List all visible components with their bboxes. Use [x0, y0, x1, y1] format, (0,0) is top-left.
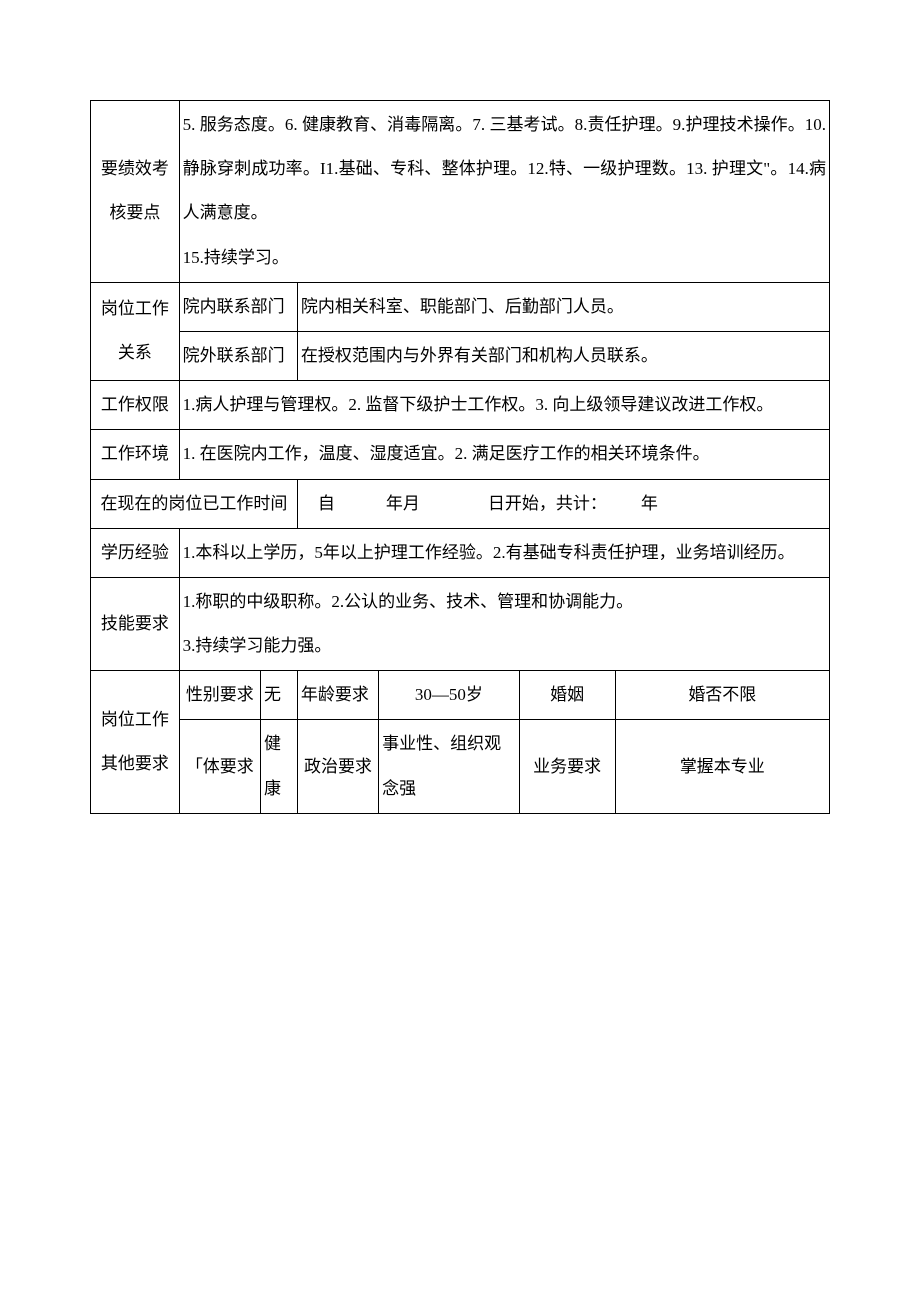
- content-internal-dept: 院内相关科室、职能部门、后勤部门人员。: [297, 282, 829, 331]
- label-skills: 技能要求: [91, 577, 180, 670]
- content-external-dept: 在授权范围内与外界有关部门和机构人员联系。: [297, 331, 829, 380]
- row-skills: 技能要求 1.称职的中级职称。2.公认的业务、技术、管理和协调能力。 3.持续学…: [91, 577, 830, 670]
- row-assessment-points: 要绩效考核要点 5. 服务态度。6. 健康教育、消毒隔离。7. 三基考试。8.责…: [91, 101, 830, 283]
- cell-politics-value: 事业性、组织观念强: [379, 720, 519, 813]
- cell-business-value: 掌握本专业: [615, 720, 829, 813]
- row-relations-external: 院外联系部门 在授权范围内与外界有关部门和机构人员联系。: [91, 331, 830, 380]
- cell-politics-label: 政治要求: [297, 720, 378, 813]
- content-environment: 1. 在医院内工作，温度、湿度适宜。2. 满足医疗工作的相关环境条件。: [179, 430, 829, 479]
- row-other-req-2: 「体要求 健康 政治要求 事业性、组织观念强 业务要求 掌握本专业: [91, 720, 830, 813]
- label-external-dept: 院外联系部门: [179, 331, 297, 380]
- content-tenure: 自 年月 日开始，共计： 年: [297, 479, 829, 528]
- cell-gender-value: 无: [260, 671, 297, 720]
- content-skills: 1.称职的中级职称。2.公认的业务、技术、管理和协调能力。 3.持续学习能力强。: [179, 577, 829, 670]
- label-relations: 岗位工作关系: [91, 282, 180, 380]
- label-tenure: 在现在的岗位已工作时间: [91, 479, 298, 528]
- row-education: 学历经验 1.本科以上学历，5年以上护理工作经验。2.有基础专科责任护理，业务培…: [91, 528, 830, 577]
- label-authority: 工作权限: [91, 381, 180, 430]
- label-education: 学历经验: [91, 528, 180, 577]
- cell-marriage-label: 婚姻: [519, 671, 615, 720]
- content-assessment: 5. 服务态度。6. 健康教育、消毒隔离。7. 三基考试。8.责任护理。9.护理…: [179, 101, 829, 283]
- cell-gender-label: 性别要求: [179, 671, 260, 720]
- cell-body-value: 健康: [260, 720, 297, 813]
- row-other-req-1: 岗位工作其他要求 性别要求 无 年龄要求 30—50岁 婚姻 婚否不限: [91, 671, 830, 720]
- cell-business-label: 业务要求: [519, 720, 615, 813]
- row-authority: 工作权限 1.病人护理与管理权。2. 监督下级护士工作权。3. 向上级领导建议改…: [91, 381, 830, 430]
- cell-age-label: 年龄要求: [297, 671, 378, 720]
- document-table: 要绩效考核要点 5. 服务态度。6. 健康教育、消毒隔离。7. 三基考试。8.责…: [90, 100, 830, 814]
- row-tenure: 在现在的岗位已工作时间 自 年月 日开始，共计： 年: [91, 479, 830, 528]
- content-education: 1.本科以上学历，5年以上护理工作经验。2.有基础专科责任护理，业务培训经历。: [179, 528, 829, 577]
- label-assessment: 要绩效考核要点: [91, 101, 180, 283]
- label-other-req: 岗位工作其他要求: [91, 671, 180, 814]
- content-authority: 1.病人护理与管理权。2. 监督下级护士工作权。3. 向上级领导建议改进工作权。: [179, 381, 829, 430]
- label-internal-dept: 院内联系部门: [179, 282, 297, 331]
- cell-body-label: 「体要求: [179, 720, 260, 813]
- cell-marriage-value: 婚否不限: [615, 671, 829, 720]
- cell-age-value: 30—50岁: [379, 671, 519, 720]
- row-environment: 工作环境 1. 在医院内工作，温度、湿度适宜。2. 满足医疗工作的相关环境条件。: [91, 430, 830, 479]
- label-environment: 工作环境: [91, 430, 180, 479]
- row-relations-internal: 岗位工作关系 院内联系部门 院内相关科室、职能部门、后勤部门人员。: [91, 282, 830, 331]
